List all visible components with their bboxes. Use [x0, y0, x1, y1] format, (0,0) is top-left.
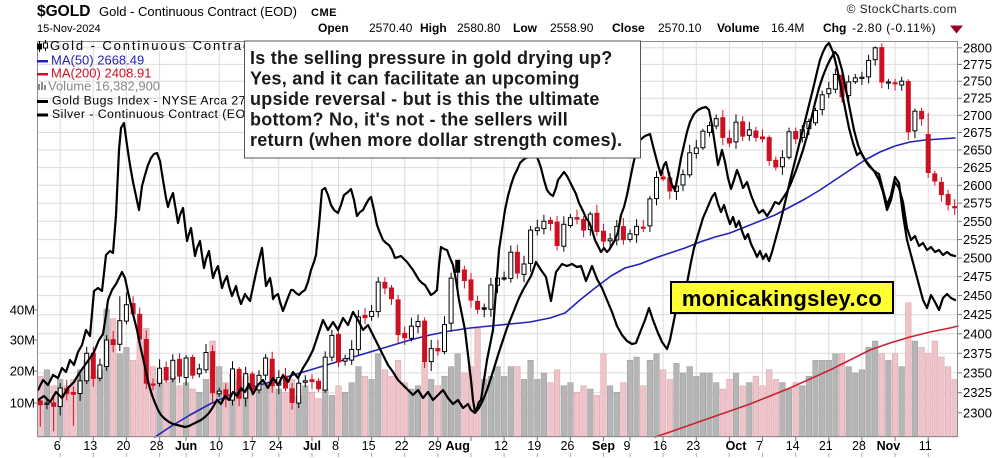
- svg-text:2725: 2725: [963, 91, 992, 106]
- svg-text:2525: 2525: [963, 232, 992, 247]
- svg-text:28: 28: [150, 439, 164, 453]
- svg-text:Aug: Aug: [446, 439, 470, 453]
- svg-text:2775: 2775: [963, 57, 992, 72]
- svg-text:Gold Bugs Index - NYSE Arca 27: Gold Bugs Index - NYSE Arca 278.9: [52, 94, 264, 108]
- svg-text:2325: 2325: [963, 385, 992, 400]
- svg-text:12: 12: [494, 439, 508, 453]
- svg-text:20: 20: [116, 439, 130, 453]
- svg-text:14: 14: [786, 439, 800, 453]
- svg-text:2625: 2625: [963, 160, 992, 175]
- svg-text:2570.10: 2570.10: [658, 21, 702, 35]
- svg-text:2675: 2675: [963, 125, 992, 140]
- svg-text:2450: 2450: [963, 288, 992, 303]
- svg-text:© StockCharts.com: © StockCharts.com: [847, 2, 957, 16]
- svg-text:2575: 2575: [963, 196, 992, 211]
- svg-text:MA(50) 2668.49: MA(50) 2668.49: [51, 53, 144, 68]
- svg-text:Is the selling pressure in gol: Is the selling pressure in gold drying u…: [250, 48, 613, 68]
- svg-text:2558.90: 2558.90: [550, 21, 594, 35]
- svg-text:2750: 2750: [963, 74, 992, 89]
- svg-text:30M: 30M: [10, 333, 35, 348]
- svg-text:24: 24: [269, 439, 283, 453]
- svg-text:2580.80: 2580.80: [457, 21, 501, 35]
- svg-text:monicakingsley.co: monicakingsley.co: [682, 286, 882, 311]
- svg-text:Gold - Continuous Contract (EO: Gold - Continuous Contract (EOD): [99, 4, 297, 19]
- svg-text:15: 15: [362, 439, 376, 453]
- svg-text:28: 28: [852, 439, 866, 453]
- svg-text:2650: 2650: [963, 143, 992, 158]
- svg-text:-2.80 (-0.11%): -2.80 (-0.11%): [852, 21, 936, 35]
- svg-text:10M: 10M: [10, 396, 35, 411]
- svg-text:Sep: Sep: [592, 439, 615, 453]
- svg-text:Volume: Volume: [717, 21, 760, 35]
- svg-text:Nov: Nov: [877, 439, 901, 453]
- svg-text:13: 13: [83, 439, 97, 453]
- svg-text:2600: 2600: [963, 178, 992, 193]
- svg-text:23: 23: [686, 439, 700, 453]
- svg-text:Jul: Jul: [303, 439, 321, 453]
- svg-text:High: High: [420, 21, 447, 35]
- svg-text:7: 7: [756, 439, 763, 453]
- svg-text:Oct: Oct: [726, 439, 748, 453]
- svg-text:2475: 2475: [963, 269, 992, 284]
- svg-text:2700: 2700: [963, 108, 992, 123]
- svg-text:16: 16: [653, 439, 667, 453]
- svg-text:2570.40: 2570.40: [369, 21, 413, 35]
- svg-text:2425: 2425: [963, 307, 992, 322]
- svg-text:Jun: Jun: [175, 439, 197, 453]
- svg-text:2375: 2375: [963, 346, 992, 361]
- svg-text:19: 19: [527, 439, 541, 453]
- svg-text:Low: Low: [513, 21, 538, 35]
- svg-text:2500: 2500: [963, 251, 992, 266]
- svg-text:2550: 2550: [963, 214, 992, 229]
- svg-text:Open: Open: [318, 21, 349, 35]
- svg-text:bottom? No, it's not - the sel: bottom? No, it's not - the sellers will: [250, 110, 568, 130]
- svg-text:6: 6: [54, 439, 61, 453]
- svg-text:2800: 2800: [963, 40, 992, 55]
- svg-text:Chg: Chg: [823, 21, 846, 35]
- svg-text:15-Nov-2024: 15-Nov-2024: [37, 23, 101, 35]
- svg-text:26: 26: [560, 439, 574, 453]
- svg-text:Silver - Continuous Contract (: Silver - Continuous Contract (EOD): [52, 107, 259, 121]
- svg-text:2350: 2350: [963, 365, 992, 380]
- svg-text:Close: Close: [612, 21, 645, 35]
- svg-text:21: 21: [819, 439, 833, 453]
- svg-text:29: 29: [428, 439, 442, 453]
- svg-text:2400: 2400: [963, 326, 992, 341]
- svg-text:16.4M: 16.4M: [771, 21, 804, 35]
- svg-text:20M: 20M: [10, 364, 35, 379]
- svg-text:Yes, and it can facilitate an: Yes, and it can facilitate an upcoming: [250, 69, 580, 89]
- svg-text:40M: 40M: [10, 303, 35, 318]
- svg-text:22: 22: [395, 439, 409, 453]
- svg-text:MA(200) 2408.91: MA(200) 2408.91: [51, 66, 151, 81]
- svg-text:8: 8: [332, 439, 339, 453]
- svg-text:return (when more dollar stren: return (when more dollar strength comes)…: [250, 130, 622, 150]
- svg-text:9: 9: [624, 439, 631, 453]
- svg-text:2300: 2300: [963, 405, 992, 420]
- svg-text:11: 11: [919, 439, 932, 453]
- svg-text:Volume 16,382,900: Volume 16,382,900: [48, 79, 160, 94]
- svg-text:$GOLD: $GOLD: [37, 3, 90, 20]
- svg-text:17: 17: [242, 439, 256, 453]
- svg-text:10: 10: [209, 439, 223, 453]
- svg-text:CME: CME: [311, 7, 337, 19]
- svg-text:upside reversal - but is this: upside reversal - but is this the ultima…: [250, 89, 600, 109]
